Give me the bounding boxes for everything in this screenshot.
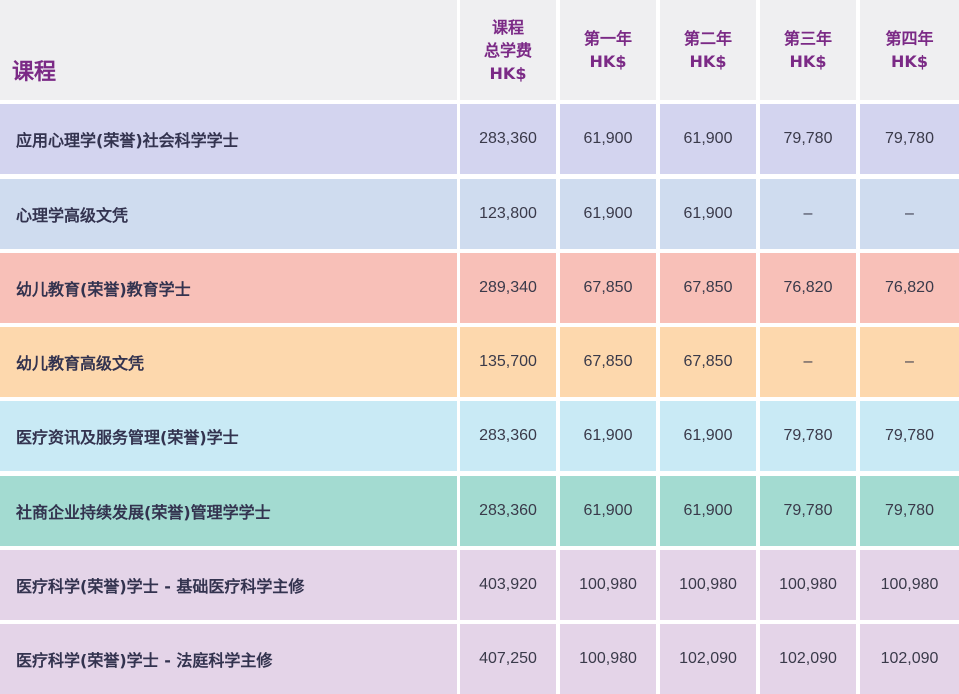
year1-fee-cell: 67,850 bbox=[560, 327, 656, 397]
course-name-cell: 应用心理学(荣誉)社会科学学士 bbox=[0, 104, 457, 174]
year1-fee-cell: 61,900 bbox=[560, 401, 656, 471]
course-name-cell: 社商企业持续发展(荣誉)管理学学士 bbox=[0, 476, 457, 546]
total-fee-cell: 283,360 bbox=[460, 401, 556, 471]
year4-fee-cell: 102,090 bbox=[860, 624, 959, 694]
total-fee-cell: 123,800 bbox=[460, 179, 556, 249]
header-total-line2: 总学费 bbox=[483, 40, 532, 60]
header-year3: 第三年 HK$ bbox=[760, 0, 856, 100]
year2-fee-cell: 67,850 bbox=[660, 327, 756, 397]
year4-fee-cell: 79,780 bbox=[860, 401, 959, 471]
year3-fee-cell: 100,980 bbox=[760, 550, 856, 620]
year1-fee-cell: 100,980 bbox=[560, 550, 656, 620]
year3-fee-cell: – bbox=[760, 327, 856, 397]
year1-fee-cell: 100,980 bbox=[560, 624, 656, 694]
year3-fee-cell: 79,780 bbox=[760, 476, 856, 546]
header-year4: 第四年 HK$ bbox=[860, 0, 959, 100]
year3-fee-cell: – bbox=[760, 179, 856, 249]
year2-fee-cell: 61,900 bbox=[660, 401, 756, 471]
course-name-cell: 医疗科学(荣誉)学士 - 法庭科学主修 bbox=[0, 624, 457, 694]
header-year1: 第一年 HK$ bbox=[560, 0, 656, 100]
year2-fee-cell: 100,980 bbox=[660, 550, 756, 620]
header-year4-line1: 第四年 bbox=[885, 29, 934, 48]
header-year3-line1: 第三年 bbox=[783, 29, 832, 48]
year2-fee-cell: 61,900 bbox=[660, 104, 756, 174]
year1-fee-cell: 61,900 bbox=[560, 476, 656, 546]
year2-fee-cell: 67,850 bbox=[660, 253, 756, 323]
course-name-cell: 医疗资讯及服务管理(荣誉)学士 bbox=[0, 401, 457, 471]
course-name-cell: 幼儿教育(荣誉)教育学士 bbox=[0, 253, 457, 323]
header-total-line3: HK$ bbox=[489, 63, 527, 83]
year4-fee-cell: 100,980 bbox=[860, 550, 959, 620]
header-year4-line2: HK$ bbox=[891, 52, 928, 71]
header-year2: 第二年 HK$ bbox=[660, 0, 756, 100]
year1-fee-cell: 67,850 bbox=[560, 253, 656, 323]
year2-fee-cell: 61,900 bbox=[660, 179, 756, 249]
total-fee-cell: 403,920 bbox=[460, 550, 556, 620]
year2-fee-cell: 61,900 bbox=[660, 476, 756, 546]
year3-fee-cell: 79,780 bbox=[760, 401, 856, 471]
year3-fee-cell: 102,090 bbox=[760, 624, 856, 694]
course-name-cell: 心理学高级文凭 bbox=[0, 179, 457, 249]
total-fee-cell: 407,250 bbox=[460, 624, 556, 694]
header-year3-line2: HK$ bbox=[789, 52, 827, 71]
header-total-fee: 课程 总学费 HK$ bbox=[460, 0, 556, 100]
header-year1-line2: HK$ bbox=[589, 52, 627, 71]
year4-fee-cell: 79,780 bbox=[860, 104, 959, 174]
total-fee-cell: 283,360 bbox=[460, 476, 556, 546]
course-name-cell: 医疗科学(荣誉)学士 - 基础医疗科学主修 bbox=[0, 550, 457, 620]
total-fee-cell: 289,340 bbox=[460, 253, 556, 323]
year3-fee-cell: 76,820 bbox=[760, 253, 856, 323]
year3-fee-cell: 79,780 bbox=[760, 104, 856, 174]
header-total-line1: 课程 bbox=[491, 17, 524, 37]
year4-fee-cell: – bbox=[860, 179, 959, 249]
year4-fee-cell: 76,820 bbox=[860, 253, 959, 323]
year4-fee-cell: 79,780 bbox=[860, 476, 959, 546]
header-year2-line1: 第二年 bbox=[683, 29, 732, 48]
year1-fee-cell: 61,900 bbox=[560, 104, 656, 174]
header-course: 课程 bbox=[0, 0, 457, 100]
year1-fee-cell: 61,900 bbox=[560, 179, 656, 249]
total-fee-cell: 135,700 bbox=[460, 327, 556, 397]
total-fee-cell: 283,360 bbox=[460, 104, 556, 174]
year2-fee-cell: 102,090 bbox=[660, 624, 756, 694]
header-year1-line1: 第一年 bbox=[583, 29, 632, 48]
year4-fee-cell: – bbox=[860, 327, 959, 397]
header-year2-line2: HK$ bbox=[689, 52, 727, 71]
course-name-cell: 幼儿教育高级文凭 bbox=[0, 327, 457, 397]
